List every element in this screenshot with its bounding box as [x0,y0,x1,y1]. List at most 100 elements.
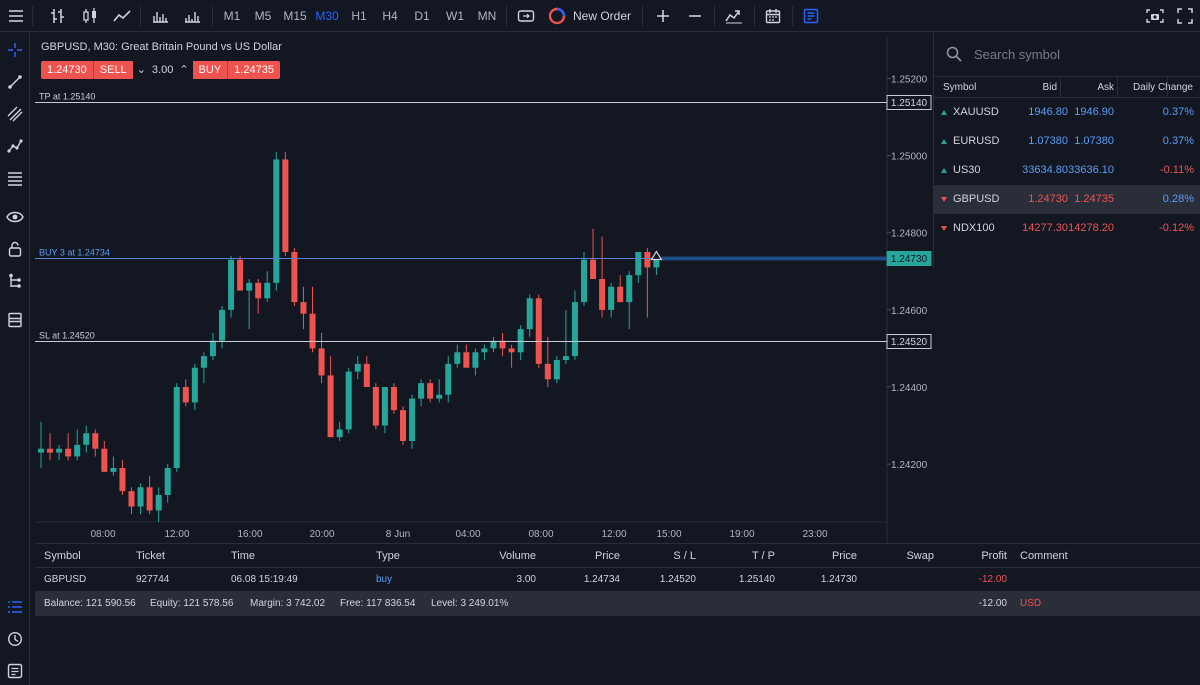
candle-bullish [228,259,235,310]
candle-bullish [137,487,144,507]
position-sl[interactable]: 1.24520 [659,574,696,585]
timeframe-h1[interactable]: H1 [351,9,367,23]
crosshair-icon[interactable] [0,36,30,64]
line-chart-icon[interactable] [110,0,134,32]
account-summary: Balance: 121 590.56 Equity: 121 578.56 M… [35,592,1200,616]
candle-bearish [182,387,189,403]
candle-bearish [590,259,597,279]
watchlist-row-eurusd[interactable]: EURUSD 1.07380 1.07380 0.37% [934,127,1200,156]
watchlist-row-us30[interactable]: US30 33634.80 33636.10 -0.11% [934,156,1200,185]
timeframe-w1[interactable]: W1 [446,9,464,23]
timeframe-d1[interactable]: D1 [414,9,430,23]
fibonacci-icon[interactable] [0,164,30,192]
volume-icon[interactable] [148,0,172,32]
candle-bullish [571,302,578,357]
timeframe-m15[interactable]: M15 [283,9,307,23]
column-ask[interactable]: Ask [1097,82,1114,93]
column-time[interactable]: Time [231,550,256,562]
watchlist-change: -0.11% [1159,164,1194,176]
volume-stepper[interactable]: ⌄ 3.00 ⌃ [132,61,193,79]
layers-icon[interactable] [0,306,30,334]
one-click-trading-icon[interactable] [514,0,538,32]
calendar-icon[interactable] [761,0,785,32]
positions-list-icon[interactable] [0,593,30,621]
current-price-highlight [661,256,887,261]
timeframe-m30[interactable]: M30 [315,9,339,23]
column-type[interactable]: Type [376,550,400,562]
search-bar [934,35,1200,73]
chevron-up-icon[interactable]: ⌃ [179,64,189,76]
channel-icon[interactable] [0,100,30,128]
column-symbol[interactable]: Symbol [44,550,81,562]
object-tree-icon[interactable] [0,267,30,295]
candle-bearish [463,352,470,368]
price-tick-label: 1.24400 [891,383,928,394]
timeframe-m1[interactable]: M1 [223,9,241,23]
buy-price[interactable]: 1.24735 [227,61,280,79]
timeframe-mn[interactable]: MN [477,9,497,23]
one-click-trade-panel: 1.24730 SELL ⌄ 3.00 ⌃ BUY 1.24735 [41,61,280,79]
price-tick-label: 1.25000 [891,152,928,163]
column-profit[interactable]: Profit [981,550,1007,562]
volume-value[interactable]: 3.00 [151,64,174,76]
position-row[interactable]: GBPUSD 927744 06.08 15:19:49 buy 3.00 1.… [35,568,1200,592]
column-daily-change[interactable]: Daily Change [1132,82,1193,93]
buy-button[interactable]: BUY [192,61,228,79]
lock-icon[interactable] [0,235,30,263]
candle-bearish [255,282,262,299]
candle-bullish [264,282,271,299]
journal-icon[interactable] [0,657,30,685]
column-ticket[interactable]: Ticket [136,550,165,562]
indicator-wave-icon[interactable] [722,0,746,32]
candle-bullish [38,448,44,453]
bar-chart-icon[interactable] [46,0,70,32]
column-symbol[interactable]: Symbol [943,82,977,93]
candle-bearish [508,348,515,353]
trend-line-icon[interactable] [0,68,30,96]
column-divider [1060,76,1061,98]
column-comment[interactable]: Comment [1020,550,1068,562]
candle-bearish [146,487,153,511]
sell-button[interactable]: SELL [92,61,133,79]
candle-bullish [219,309,225,341]
position-tp[interactable]: 1.25140 [738,574,775,585]
zoom-out-icon[interactable] [683,0,707,32]
candle-bearish [390,387,397,411]
price-chart[interactable]: 1.25200 1.25000 1.24800 1.24600 1.24400 1.242… [35,36,932,543]
candle-bullish [517,329,524,353]
timeframe-m5[interactable]: M5 [254,9,272,23]
chevron-down-icon[interactable]: ⌄ [136,64,146,76]
price-axis-badge-label: 1.24520 [891,337,928,348]
position-profit: -12.00 [978,574,1007,585]
chart-title: GBPUSD, M30: Great Britain Pound vs US D… [41,41,282,53]
column-sl[interactable]: S / L [673,550,696,562]
watchlist-row-ndx100[interactable]: NDX100 14277.30 14278.20 -0.12% [934,214,1200,243]
polyline-icon[interactable] [0,132,30,160]
column-swap[interactable]: Swap [906,550,934,562]
new-order-button[interactable]: New Order [548,0,634,32]
column-volume[interactable]: Volume [499,550,536,562]
watchlist-row-xauusd[interactable]: XAUUSD 1946.80 1946.90 0.37% [934,98,1200,127]
watchlist-change: 0.37% [1162,106,1194,118]
menu-icon[interactable] [4,0,28,32]
eye-icon[interactable] [0,203,30,231]
timeframe-h4[interactable]: H4 [382,9,398,23]
fullscreen-icon[interactable] [1173,0,1197,32]
column-current-price[interactable]: Price [831,550,857,562]
watchlist-row-gbpusd[interactable]: GBPUSD 1.24730 1.24735 0.28% [934,185,1200,214]
search-input[interactable] [974,46,1174,62]
column-bid[interactable]: Bid [1042,82,1057,93]
price-tick-label: 1.24200 [891,460,928,471]
arrow-up-icon [941,139,947,144]
candle-bearish [327,375,334,438]
column-price[interactable]: Price [594,550,620,562]
zoom-in-icon[interactable] [651,0,675,32]
candles-icon[interactable] [78,0,102,32]
indicators-icon[interactable] [180,0,204,32]
notes-icon[interactable] [799,0,823,32]
candle-bearish [544,363,551,380]
history-icon[interactable] [0,625,30,653]
column-tp[interactable]: T / P [751,550,775,562]
screenshot-icon[interactable] [1143,0,1167,32]
sell-price[interactable]: 1.24730 [41,61,93,79]
